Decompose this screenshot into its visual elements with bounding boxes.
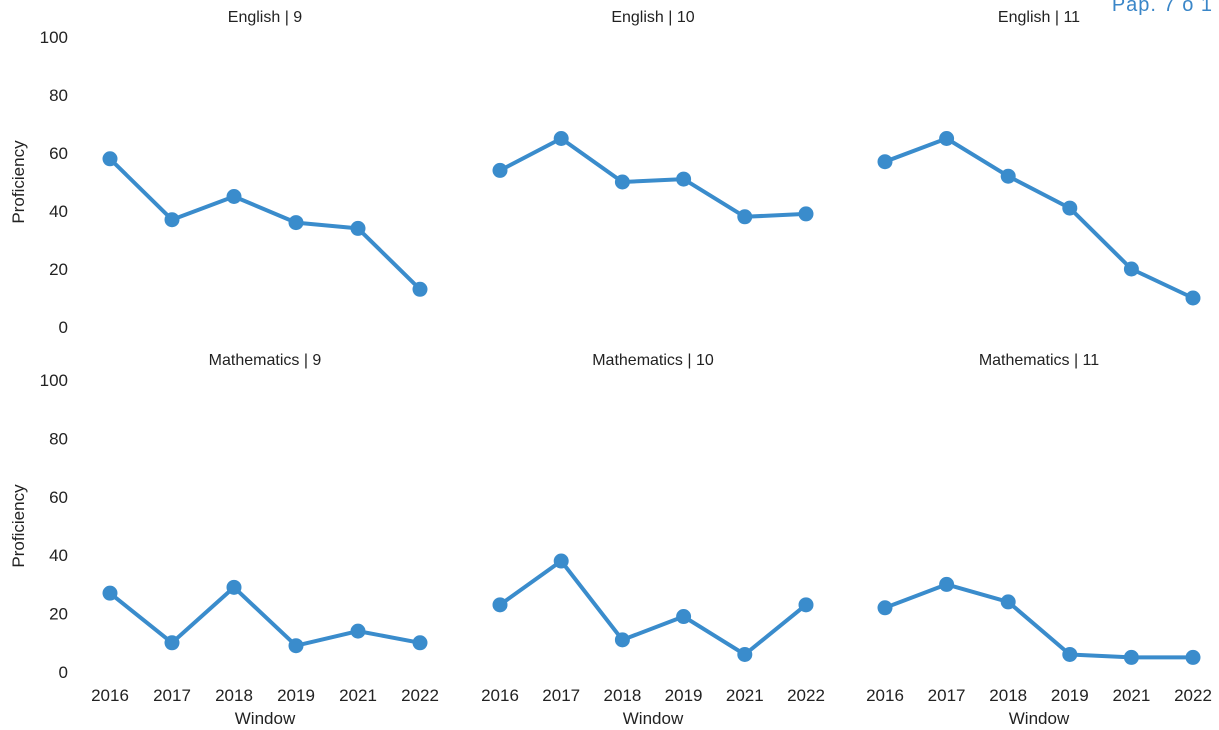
x-tick-label: 2016 [91,686,129,705]
x-tick-label: 2021 [726,686,764,705]
panel-title: Mathematics | 10 [592,352,714,369]
data-point [1000,168,1016,184]
data-point [1062,646,1078,662]
x-axis-label: Window [1009,709,1070,728]
panel-title: Mathematics | 9 [209,352,322,369]
data-point [102,585,118,601]
x-tick-label: 2019 [277,686,315,705]
y-tick-label: 20 [49,605,68,624]
data-point [553,131,569,146]
x-tick-label: 2018 [215,686,253,705]
series-line [498,559,808,657]
corner-text: Pap. 7 o 1 [1111,0,1213,16]
panel-title: English | 10 [611,9,694,26]
data-point [676,171,692,187]
panel-title: English | 11 [998,9,1080,26]
data-point [939,576,955,592]
data-point [614,174,630,190]
data-point [614,632,630,648]
data-point [737,209,753,225]
data-point [288,638,304,654]
series-line [883,582,1195,660]
data-point [1062,200,1078,216]
data-point [350,220,366,236]
data-point [737,646,753,662]
data-point [676,609,692,625]
data-point [798,597,814,613]
y-tick-label: 60 [49,144,68,163]
x-tick-label: 2022 [1174,686,1212,705]
panel-title: English | 9 [228,9,303,26]
panel-title: Mathematics | 11 [979,352,1099,369]
data-point [492,162,508,178]
data-point [1185,290,1201,306]
data-point [939,131,955,146]
x-tick-label: 2018 [989,686,1027,705]
data-point [164,635,180,651]
data-point [412,635,428,651]
data-point [1185,649,1201,665]
data-point [226,189,242,204]
y-tick-label: 80 [49,86,68,105]
x-tick-label: 2017 [928,686,966,705]
y-axis-label: Proficiency [9,140,28,224]
data-point [492,597,508,613]
x-tick-label: 2022 [787,686,825,705]
x-tick-label: 2019 [1051,686,1089,705]
data-point [226,579,242,595]
data-point [553,553,569,569]
data-point [350,623,366,639]
x-tick-label: 2016 [866,686,904,705]
x-tick-label: 2016 [481,686,519,705]
y-tick-label: 80 [49,429,68,448]
y-tick-label: 40 [49,546,68,565]
data-point [798,206,814,222]
x-tick-label: 2019 [665,686,703,705]
y-tick-label: 0 [59,663,68,682]
y-tick-label: 20 [49,260,68,279]
x-tick-label: 2018 [603,686,641,705]
data-point [1000,594,1016,610]
y-axis-label: Proficiency [9,484,28,568]
series-line [883,136,1195,300]
y-tick-label: 40 [49,202,68,221]
x-tick-label: 2021 [339,686,377,705]
x-axis-label: Window [623,709,684,728]
series-line [108,585,422,648]
data-point [1123,261,1139,277]
y-tick-label: 100 [40,371,68,390]
data-point [877,600,893,616]
data-point [1123,649,1139,665]
data-point [412,281,428,297]
series-line [108,156,422,292]
y-tick-label: 0 [59,318,68,337]
series-line [498,136,808,219]
data-point [164,212,180,228]
data-point [288,215,304,231]
x-tick-label: 2021 [1112,686,1150,705]
x-tick-label: 2022 [401,686,439,705]
data-point [877,154,893,170]
y-tick-label: 100 [40,28,68,47]
y-tick-label: 60 [49,488,68,507]
data-point [102,151,118,167]
x-tick-label: 2017 [153,686,191,705]
x-axis-label: Window [235,709,296,728]
x-tick-label: 2017 [542,686,580,705]
